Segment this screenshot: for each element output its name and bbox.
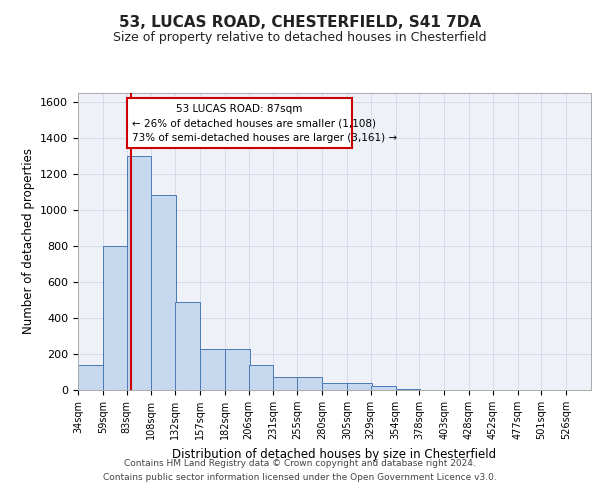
Text: Contains public sector information licensed under the Open Government Licence v3: Contains public sector information licen… bbox=[103, 473, 497, 482]
Bar bbox=[175, 302, 200, 390]
Text: 53 LUCAS ROAD: 87sqm: 53 LUCAS ROAD: 87sqm bbox=[176, 104, 302, 114]
Text: 53, LUCAS ROAD, CHESTERFIELD, S41 7DA: 53, LUCAS ROAD, CHESTERFIELD, S41 7DA bbox=[119, 15, 481, 30]
Y-axis label: Number of detached properties: Number of detached properties bbox=[22, 148, 35, 334]
X-axis label: Distribution of detached houses by size in Chesterfield: Distribution of detached houses by size … bbox=[172, 448, 497, 460]
Text: Contains HM Land Registry data © Crown copyright and database right 2024.: Contains HM Land Registry data © Crown c… bbox=[124, 460, 476, 468]
Bar bbox=[200, 348, 225, 390]
FancyBboxPatch shape bbox=[127, 98, 352, 148]
Bar bbox=[297, 378, 322, 390]
Bar bbox=[78, 365, 103, 390]
Bar bbox=[151, 196, 176, 390]
Bar bbox=[371, 386, 395, 390]
Bar bbox=[225, 348, 250, 390]
Text: ← 26% of detached houses are smaller (1,108): ← 26% of detached houses are smaller (1,… bbox=[132, 118, 376, 128]
Bar bbox=[322, 383, 347, 390]
Text: Size of property relative to detached houses in Chesterfield: Size of property relative to detached ho… bbox=[113, 31, 487, 44]
Text: 73% of semi-detached houses are larger (3,161) →: 73% of semi-detached houses are larger (… bbox=[132, 134, 397, 143]
Bar bbox=[347, 383, 372, 390]
Bar bbox=[103, 246, 128, 390]
Bar bbox=[127, 156, 151, 390]
Bar bbox=[395, 389, 421, 390]
Bar bbox=[274, 378, 298, 390]
Bar bbox=[248, 365, 274, 390]
